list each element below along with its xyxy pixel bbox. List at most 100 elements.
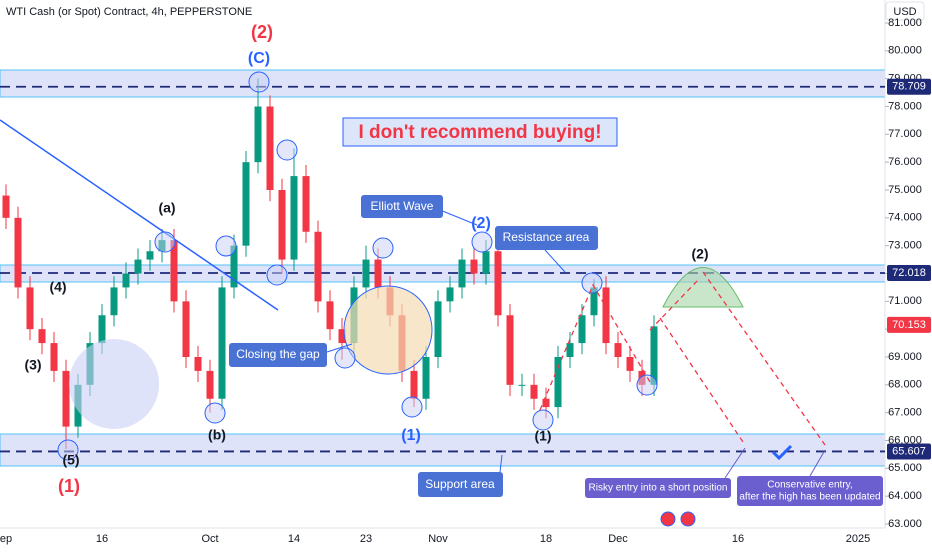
candle-body bbox=[578, 315, 586, 344]
candle-body bbox=[242, 162, 250, 246]
candle-body bbox=[146, 251, 154, 260]
pivot-circle bbox=[636, 374, 658, 396]
candle-body bbox=[110, 287, 118, 316]
candle-body bbox=[182, 301, 190, 357]
callout bbox=[361, 195, 443, 218]
currency[interactable]: USD bbox=[893, 6, 916, 18]
candle-body bbox=[362, 259, 370, 288]
price-label-bg bbox=[887, 443, 931, 460]
x-tick-label: Oct bbox=[201, 533, 218, 545]
callout bbox=[418, 472, 503, 497]
pivot-circle bbox=[401, 396, 423, 418]
candle-body bbox=[650, 326, 658, 385]
candle-body bbox=[542, 398, 550, 408]
checkmark bbox=[771, 444, 793, 461]
y-tick-label: 73.000 bbox=[888, 240, 922, 252]
warning-text: I don't recommend buying! bbox=[358, 122, 601, 143]
price-label: 72.018 bbox=[892, 267, 926, 279]
candle-body bbox=[314, 231, 322, 302]
callout-text: after the high has been updated bbox=[739, 492, 880, 503]
path-dashed bbox=[649, 277, 701, 331]
candle-body bbox=[2, 195, 10, 218]
candle-body bbox=[410, 370, 418, 399]
candle-body bbox=[134, 259, 142, 274]
y-tick-label: 74.000 bbox=[888, 212, 922, 224]
gap-circle bbox=[343, 285, 433, 375]
candle-body bbox=[26, 287, 34, 330]
callout bbox=[737, 476, 883, 506]
watermark bbox=[69, 339, 159, 429]
pointer bbox=[809, 449, 826, 477]
candle-body bbox=[338, 329, 346, 344]
callout bbox=[585, 478, 731, 498]
warning-box bbox=[342, 117, 618, 147]
callout-text: Risky entry into a short position bbox=[589, 483, 728, 494]
candle-body bbox=[170, 240, 178, 302]
short-arrow bbox=[659, 317, 746, 446]
pivot-circle bbox=[532, 409, 554, 431]
candle-body bbox=[494, 251, 502, 316]
symbol-title: WTI Cash (or Spot) Contract, 4h, PEPPERS… bbox=[6, 6, 252, 18]
wave-label: (2) bbox=[471, 215, 491, 232]
pointer bbox=[499, 454, 503, 473]
wave-label: (a) bbox=[158, 200, 175, 216]
candle-body bbox=[458, 259, 466, 288]
x-tick-label: 14 bbox=[288, 533, 300, 545]
candle-body bbox=[278, 190, 286, 260]
callout bbox=[229, 343, 327, 367]
event-icon[interactable] bbox=[660, 511, 676, 527]
candle-body bbox=[266, 106, 274, 190]
y-tick-label: 76.000 bbox=[888, 156, 922, 168]
callout-text: Support area bbox=[425, 477, 495, 491]
x-tick-label: Nov bbox=[428, 533, 448, 545]
candle-body bbox=[434, 301, 442, 357]
x-tick-label: 2025 bbox=[846, 533, 870, 545]
wave-label: (C) bbox=[248, 50, 270, 67]
y-tick-label: 81.000 bbox=[888, 17, 922, 29]
y-tick-label: 65.000 bbox=[888, 462, 922, 474]
price-label: 65.607 bbox=[892, 445, 926, 457]
candle-body bbox=[374, 259, 382, 288]
pointer bbox=[439, 209, 478, 226]
candle-body bbox=[194, 357, 202, 371]
price-label-bg bbox=[887, 316, 931, 333]
price-label: 78.709 bbox=[892, 81, 926, 93]
candle-body bbox=[38, 329, 46, 344]
pivot-circle bbox=[248, 71, 270, 93]
pivot-circle bbox=[204, 402, 226, 424]
callout-text: Resistance area bbox=[503, 230, 590, 244]
pointer bbox=[326, 343, 353, 353]
price-label: 70.153 bbox=[892, 319, 926, 331]
candle-body bbox=[230, 245, 238, 288]
x-tick-label: 23 bbox=[360, 533, 372, 545]
candle-body bbox=[254, 106, 262, 163]
y-tick-label: 63.000 bbox=[888, 518, 922, 530]
callout bbox=[495, 226, 598, 250]
callout-text: Closing the gap bbox=[236, 347, 320, 361]
wave-label: (1) bbox=[58, 476, 80, 496]
support-zone bbox=[0, 433, 886, 467]
target-arc bbox=[662, 267, 744, 308]
wave-label: (2) bbox=[251, 22, 273, 42]
wave-label: (5) bbox=[62, 452, 79, 468]
candle-body bbox=[50, 343, 58, 371]
wave-label: (1) bbox=[534, 428, 551, 444]
candle-body bbox=[122, 273, 130, 288]
candle-body bbox=[470, 259, 478, 274]
candle-body bbox=[62, 370, 70, 427]
x-tick-label: 18 bbox=[540, 533, 552, 545]
event-icon[interactable] bbox=[680, 511, 696, 527]
candle-body bbox=[482, 251, 490, 274]
currency-button[interactable] bbox=[885, 1, 925, 21]
pivot-circle bbox=[215, 235, 237, 257]
path-dashed bbox=[539, 283, 651, 411]
candle-body bbox=[554, 357, 562, 408]
pivot-circle bbox=[154, 231, 176, 253]
candle-body bbox=[530, 384, 538, 399]
resistance-zone-top bbox=[0, 69, 886, 98]
y-tick-label: 77.000 bbox=[888, 128, 922, 140]
candle-body bbox=[566, 343, 574, 357]
candle-body bbox=[422, 357, 430, 399]
callout-text: Conservative entry, bbox=[767, 480, 852, 491]
